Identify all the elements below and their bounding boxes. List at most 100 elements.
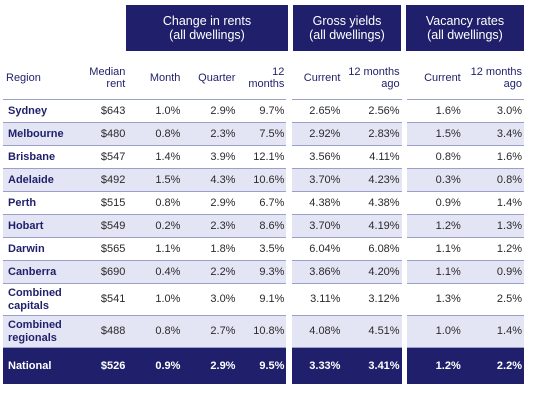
vacancy-current: 1.6% [406, 99, 463, 123]
header-change-line2: (all dwellings) [169, 28, 245, 42]
vacancy-ago: 2.5% [462, 283, 524, 316]
col-vacancy-12-months-ago: 12 months ago [462, 56, 524, 100]
region-name: Adelaide [3, 168, 77, 192]
table-row-adelaide: Adelaide $492 1.5% 4.3% 10.6% 3.70% 4.23… [3, 168, 524, 192]
quarter-change: 2.2% [182, 260, 238, 284]
yield-ago: 3.12% [342, 283, 402, 316]
quarter-change: 2.7% [182, 315, 238, 348]
month-change: 0.8% [127, 191, 183, 215]
vacancy-ago: 1.6% [462, 145, 524, 169]
median-rent: $549 [76, 214, 128, 238]
quarter-change: 2.9% [182, 191, 238, 215]
twelve-month-change: 8.6% [237, 214, 287, 238]
month-change: 0.4% [127, 260, 183, 284]
yield-ago: 6.08% [342, 237, 402, 261]
quarter-change: 2.9% [182, 99, 238, 123]
month-change: 0.2% [127, 214, 183, 238]
vacancy-ago: 3.4% [462, 122, 524, 146]
region-name: Brisbane [3, 145, 77, 169]
table-row-brisbane: Brisbane $547 1.4% 3.9% 12.1% 3.56% 4.11… [3, 145, 524, 169]
table-row-perth: Perth $515 0.8% 2.9% 6.7% 4.38% 4.38% 0.… [3, 191, 524, 215]
yield-ago: 2.83% [342, 122, 402, 146]
col-quarter: Quarter [182, 56, 238, 100]
vacancy-ago: 3.0% [462, 99, 524, 123]
median-rent: $480 [76, 122, 128, 146]
region-name: Perth [3, 191, 77, 215]
yield-ago: 4.23% [342, 168, 402, 192]
table-row-national: National $526 0.9% 2.9% 9.5% 3.33% 3.41%… [3, 347, 524, 384]
yield-current: 2.92% [291, 122, 343, 146]
column-header-row: Region Median rent Month Quarter 12 months… [3, 56, 524, 100]
median-rent: $690 [76, 260, 128, 284]
twelve-month-change: 10.8% [237, 315, 287, 348]
twelve-month-change: 10.6% [237, 168, 287, 192]
yield-current: 3.56% [291, 145, 343, 169]
median-rent: $492 [76, 168, 128, 192]
quarter-change: 2.3% [182, 214, 238, 238]
region-name: National [3, 347, 77, 384]
twelve-month-change: 9.1% [237, 283, 287, 316]
yield-current: 3.70% [291, 214, 343, 238]
vacancy-current: 1.2% [406, 347, 463, 384]
month-change: 0.8% [127, 122, 183, 146]
vacancy-current: 1.5% [406, 122, 463, 146]
table-row-combined-capitals: Combined capitals $541 1.0% 3.0% 9.1% 3.1… [3, 283, 524, 316]
twelve-month-change: 9.3% [237, 260, 287, 284]
header-gross-yields: Gross yields (all dwellings) [293, 5, 401, 51]
col-vacancy-current: Current [406, 56, 463, 100]
col-median-rent: Median rent [76, 56, 128, 100]
vacancy-ago: 0.8% [462, 168, 524, 192]
month-change: 1.5% [127, 168, 183, 192]
header-yields-line2: (all dwellings) [309, 28, 385, 42]
vacancy-ago: 1.4% [462, 315, 524, 348]
yield-ago: 4.11% [342, 145, 402, 169]
month-change: 1.1% [127, 237, 183, 261]
header-vacancy-line2: (all dwellings) [427, 28, 503, 42]
yield-current: 4.08% [291, 315, 343, 348]
vacancy-current: 1.1% [406, 237, 463, 261]
median-rent: $526 [76, 347, 128, 384]
header-change-line1: Change in rents [162, 14, 252, 28]
median-rent: $515 [76, 191, 128, 215]
table-row-melbourne: Melbourne $480 0.8% 2.3% 7.5% 2.92% 2.83… [3, 122, 524, 146]
table-row-canberra: Canberra $690 0.4% 2.2% 9.3% 3.86% 4.20%… [3, 260, 524, 284]
yield-ago: 4.20% [342, 260, 402, 284]
quarter-change: 2.9% [182, 347, 238, 384]
region-name: Canberra [3, 260, 77, 284]
region-name: Sydney [3, 99, 77, 123]
yield-current: 3.33% [291, 347, 343, 384]
median-rent: $488 [76, 315, 128, 348]
twelve-month-change: 7.5% [237, 122, 287, 146]
yield-current: 6.04% [291, 237, 343, 261]
quarter-change: 4.3% [182, 168, 238, 192]
twelve-month-change: 6.7% [237, 191, 287, 215]
vacancy-ago: 0.9% [462, 260, 524, 284]
yield-current: 2.65% [291, 99, 343, 123]
col-yield-12-months-ago: 12 months ago [342, 56, 402, 100]
twelve-month-change: 3.5% [237, 237, 287, 261]
region-name: Melbourne [3, 122, 77, 146]
header-yields-line1: Gross yields [312, 14, 382, 28]
yield-current: 3.11% [291, 283, 343, 316]
month-change: 0.9% [127, 347, 183, 384]
yield-ago: 2.56% [342, 99, 402, 123]
table-row-combined-regionals: Combined regionals $488 0.8% 2.7% 10.8% 4… [3, 315, 524, 348]
month-change: 1.0% [127, 283, 183, 316]
vacancy-current: 0.3% [406, 168, 463, 192]
vacancy-current: 0.8% [406, 145, 463, 169]
vacancy-current: 1.3% [406, 283, 463, 316]
yield-ago: 4.51% [342, 315, 402, 348]
vacancy-ago: 2.2% [462, 347, 524, 384]
header-vacancy-line1: Vacancy rates [425, 14, 505, 28]
month-change: 1.0% [127, 99, 183, 123]
median-rent: $541 [76, 283, 128, 316]
header-vacancy-rates: Vacancy rates (all dwellings) [406, 5, 524, 51]
quarter-change: 3.9% [182, 145, 238, 169]
quarter-change: 3.0% [182, 283, 238, 316]
vacancy-current: 1.2% [406, 214, 463, 238]
yield-ago: 4.38% [342, 191, 402, 215]
median-rent: $565 [76, 237, 128, 261]
vacancy-current: 0.9% [406, 191, 463, 215]
region-name: Hobart [3, 214, 77, 238]
vacancy-current: 1.0% [406, 315, 463, 348]
